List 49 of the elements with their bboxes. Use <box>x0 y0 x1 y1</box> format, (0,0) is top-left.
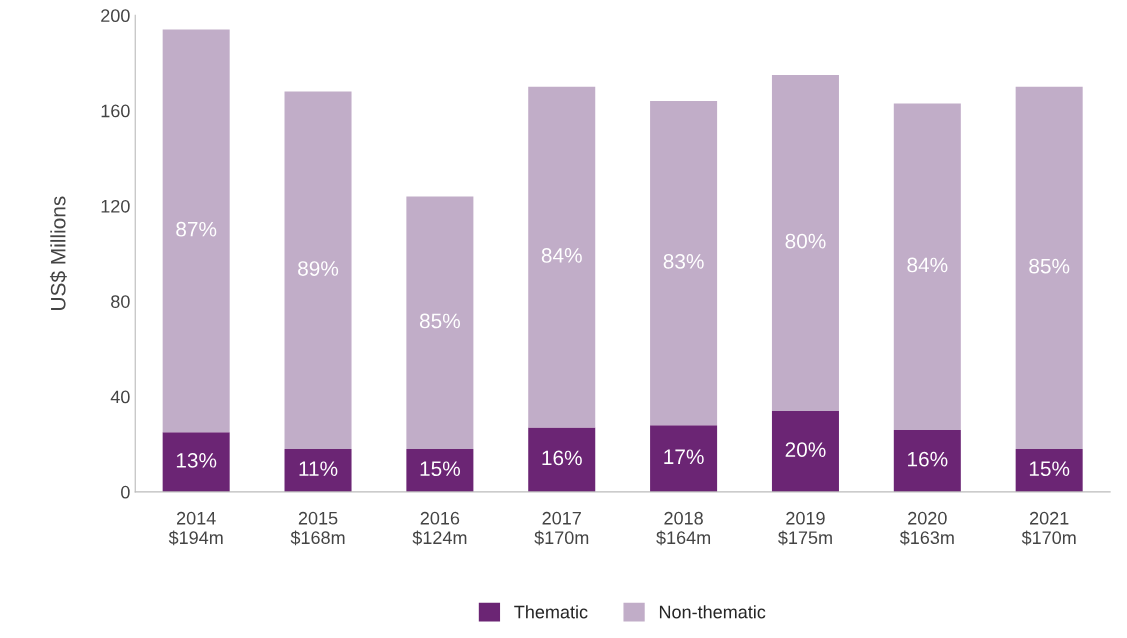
y-tick-label: 80 <box>111 295 130 308</box>
annotation: 87% <box>176 221 217 237</box>
annotation: 85% <box>419 313 460 329</box>
bar <box>771 74 839 411</box>
bar <box>528 86 596 428</box>
bar <box>1015 86 1083 450</box>
annotation: 20% <box>785 442 826 457</box>
x-tick-label: 2014 $194m <box>168 511 223 546</box>
bar <box>893 429 961 492</box>
bar <box>284 449 352 492</box>
annotation: 13% <box>176 452 217 468</box>
y-tick-label: 200 <box>101 9 130 23</box>
bar <box>771 410 839 492</box>
x-tick-label: 2015 $168m <box>290 511 345 546</box>
y-tick-label: 120 <box>101 199 130 213</box>
bar <box>893 103 961 430</box>
y-tick-label: 40 <box>110 390 130 404</box>
bar <box>406 196 474 450</box>
x-tick-label: 2018 $164m <box>656 511 711 546</box>
legend-label: Thematic <box>514 605 588 619</box>
bar <box>528 427 596 492</box>
y-tick-label: 0 <box>121 485 130 499</box>
annotation: 85% <box>1029 258 1070 274</box>
annotation: 84% <box>541 248 582 263</box>
x-tick-label: 2016 $124m <box>412 511 467 546</box>
x-tick-label: 2021 $170m <box>1021 511 1076 546</box>
annotation: 16% <box>908 451 948 467</box>
annotation: 17% <box>664 449 704 465</box>
bar <box>650 101 718 426</box>
x-tick-label: 2019 $175m <box>778 511 832 546</box>
x-tick-label: 2020 $163m <box>899 511 954 546</box>
annotation: 83% <box>663 253 704 269</box>
bar <box>162 29 230 433</box>
bar <box>650 425 718 492</box>
annotation: 15% <box>1029 461 1070 477</box>
annotation: 15% <box>420 461 460 477</box>
bar <box>406 449 474 492</box>
annotation: 84% <box>907 257 948 273</box>
y-axis-title: US$ Millions <box>49 196 67 310</box>
x-tick-label: 2017 $170m <box>534 511 589 546</box>
legend-label: Non-thematic <box>659 605 766 619</box>
bar <box>284 91 352 450</box>
bar <box>1015 449 1083 492</box>
annotation: 16% <box>542 450 582 466</box>
y-tick-label: 160 <box>101 104 130 118</box>
bar <box>162 432 230 492</box>
annotation: 80% <box>785 233 826 249</box>
annotation: 11% <box>299 461 338 476</box>
annotation: 89% <box>298 261 339 276</box>
